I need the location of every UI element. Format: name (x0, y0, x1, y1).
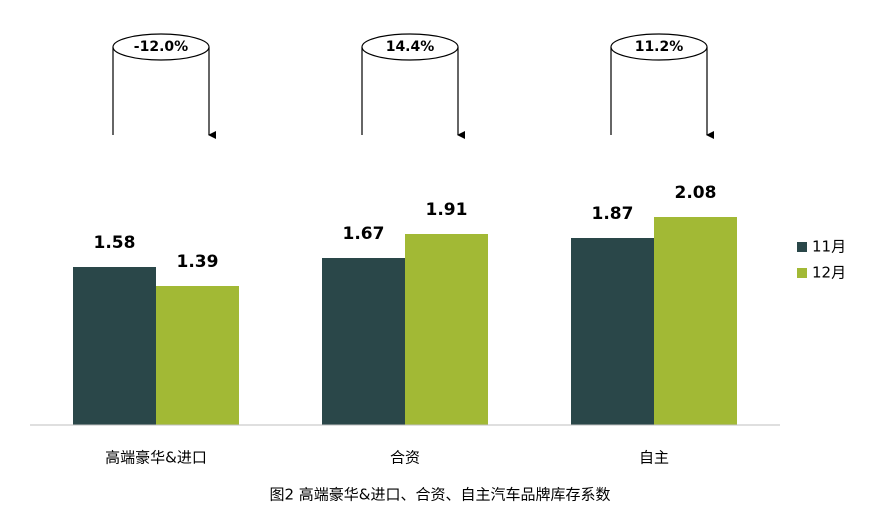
annotation: 11.2% (635, 39, 684, 55)
caption: 图2 高端豪华&进口、合资、自主汽车品牌库存系数 (269, 486, 610, 504)
annotation-ellipse (361, 33, 459, 61)
data-label: 1.39 (177, 252, 219, 272)
x-tick-label: 自主 (639, 449, 669, 467)
bar (654, 217, 737, 425)
bar (156, 286, 239, 425)
data-label: 1.58 (94, 233, 136, 253)
data-label: 1.87 (592, 204, 634, 224)
annotation: -12.0% (134, 39, 188, 55)
bar (73, 267, 156, 425)
legend-label: 12月 (812, 264, 846, 282)
x-tick-label: 合资 (390, 449, 420, 467)
annotation-ellipse (112, 33, 210, 61)
annotation-ellipse (610, 33, 708, 61)
data-label: 1.91 (426, 200, 468, 220)
legend-label: 11月 (812, 238, 846, 256)
legend-swatch (797, 242, 807, 252)
bar (322, 258, 405, 425)
legend-swatch (797, 268, 807, 278)
bar (405, 234, 488, 425)
data-label: 1.67 (343, 224, 385, 244)
annotation: 14.4% (386, 39, 435, 55)
x-tick-label: 高端豪华&进口 (105, 449, 207, 467)
bar (571, 238, 654, 425)
data-label: 2.08 (675, 183, 717, 203)
